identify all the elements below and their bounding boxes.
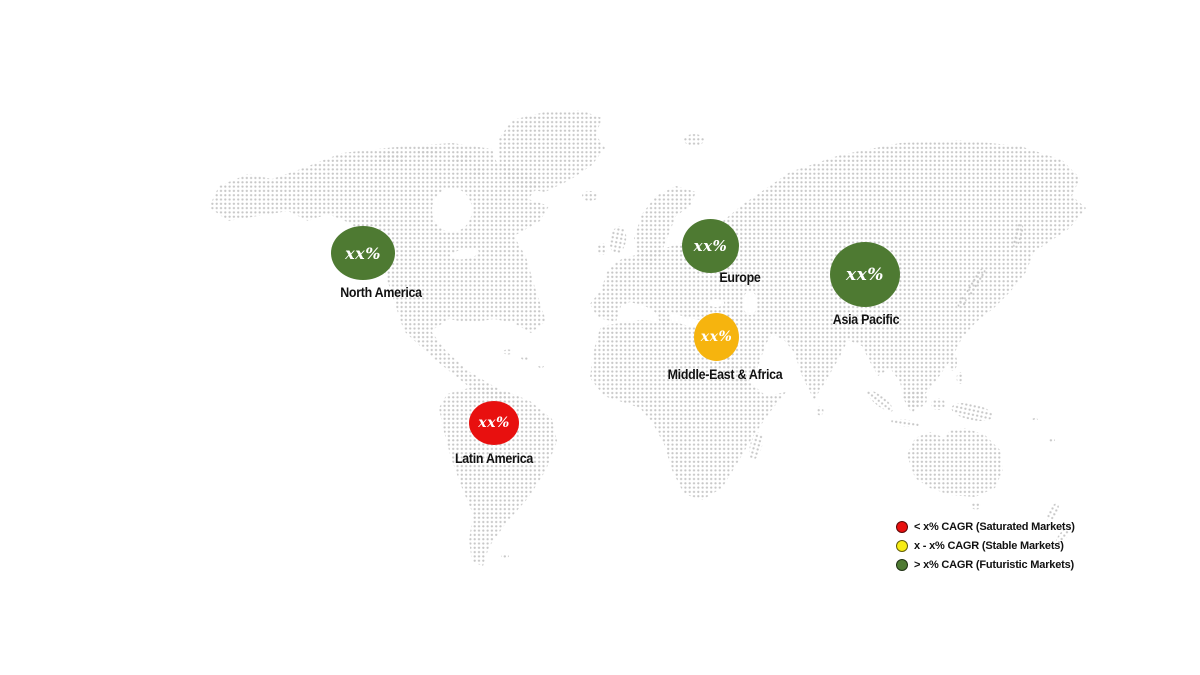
region-value: xx% [345,243,381,263]
region-label-asia-pacific: Asia Pacific [832,312,900,327]
region-value: xx% [846,264,884,285]
legend: < x% CAGR (Saturated Markets) x - x% CAG… [896,521,1075,571]
legend-label: > x% CAGR (Futuristic Markets) [914,559,1074,571]
region-label-middle-east-africa: Middle-East & Africa [667,367,783,382]
water-cutouts [432,188,757,315]
region-bubble-middle-east-africa: xx% [694,313,739,361]
region-label-north-america: North America [340,285,422,300]
region-label-latin-america: Latin America [454,451,534,466]
legend-label: x - x% CAGR (Stable Markets) [914,540,1064,552]
region-value: xx% [700,329,733,345]
legend-green-dot-icon [896,559,908,571]
legend-item-futuristic: > x% CAGR (Futuristic Markets) [896,559,1075,571]
region-value: xx% [693,237,728,255]
legend-item-stable: x - x% CAGR (Stable Markets) [896,540,1075,552]
continents [209,110,1086,566]
region-bubble-europe: xx% [682,219,739,273]
legend-yellow-dot-icon [896,540,908,552]
region-label-europe: Europe [719,270,761,285]
region-value: xx% [478,415,510,431]
legend-label: < x% CAGR (Saturated Markets) [914,521,1075,533]
legend-item-saturated: < x% CAGR (Saturated Markets) [896,521,1075,533]
region-bubble-north-america: xx% [331,226,395,280]
region-bubble-asia-pacific: xx% [830,242,900,307]
region-bubble-latin-america: xx% [469,401,519,445]
legend-red-dot-icon [896,521,908,533]
